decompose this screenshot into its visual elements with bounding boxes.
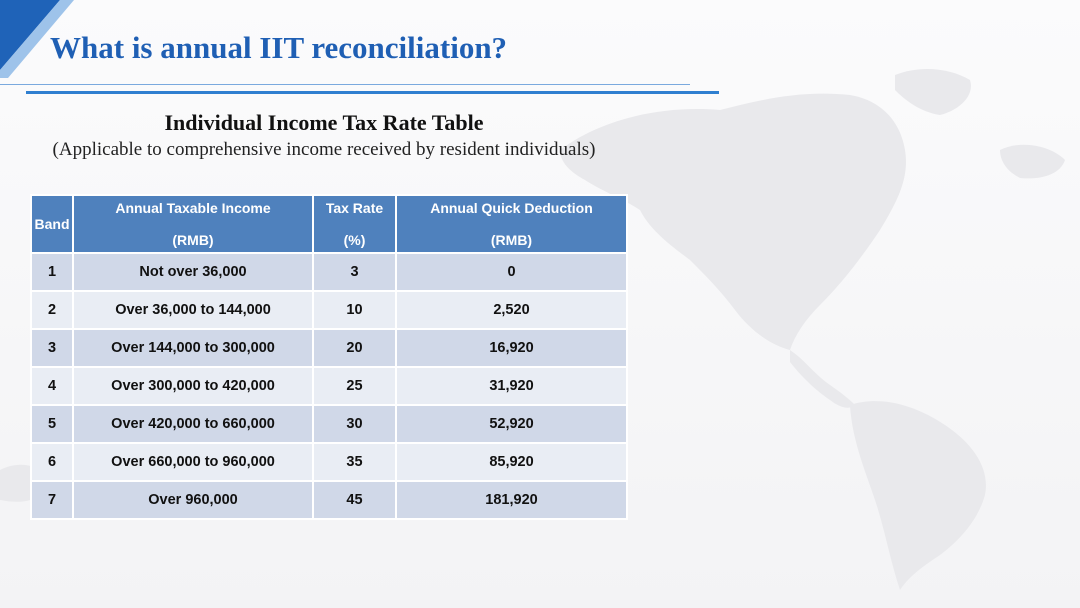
title-divider-thick — [26, 91, 719, 94]
deduction-cell: 0 — [395, 252, 628, 292]
header-income-unit: (RMB) — [172, 232, 214, 248]
table-row: 5 Over 420,000 to 660,000 30 52,920 — [30, 404, 628, 444]
table-row: 3 Over 144,000 to 300,000 20 16,920 — [30, 328, 628, 368]
band-cell: 2 — [30, 290, 74, 330]
rate-cell: 45 — [312, 480, 397, 520]
band-cell: 4 — [30, 366, 74, 406]
rate-cell: 3 — [312, 252, 397, 292]
table-row: 2 Over 36,000 to 144,000 10 2,520 — [30, 290, 628, 330]
deduction-cell: 181,920 — [395, 480, 628, 520]
table-header-row: Band Annual Taxable Income (RMB) Tax Rat… — [30, 194, 628, 254]
rate-cell: 10 — [312, 290, 397, 330]
deduction-cell: 52,920 — [395, 404, 628, 444]
header-annual-taxable-income: Annual Taxable Income (RMB) — [72, 194, 314, 254]
band-cell: 5 — [30, 404, 74, 444]
table-row: 4 Over 300,000 to 420,000 25 31,920 — [30, 366, 628, 406]
header-rate-label: Tax Rate — [325, 200, 384, 216]
slide-title: What is annual IIT reconciliation? — [50, 30, 508, 65]
title-divider-thin — [0, 84, 690, 85]
table-subtitle: (Applicable to comprehensive income rece… — [52, 139, 596, 160]
table-row: 1 Not over 36,000 3 0 — [30, 252, 628, 292]
deduction-cell: 85,920 — [395, 442, 628, 482]
band-cell: 7 — [30, 480, 74, 520]
income-cell: Over 300,000 to 420,000 — [72, 366, 314, 406]
header-income-label: Annual Taxable Income — [115, 200, 271, 216]
rate-cell: 30 — [312, 404, 397, 444]
header-band: Band — [30, 194, 74, 254]
tax-rate-table: Band Annual Taxable Income (RMB) Tax Rat… — [30, 194, 628, 520]
income-cell: Over 144,000 to 300,000 — [72, 328, 314, 368]
income-cell: Over 36,000 to 144,000 — [72, 290, 314, 330]
corner-accent — [0, 0, 74, 78]
income-cell: Over 420,000 to 660,000 — [72, 404, 314, 444]
table-row: 6 Over 660,000 to 960,000 35 85,920 — [30, 442, 628, 482]
band-cell: 3 — [30, 328, 74, 368]
deduction-cell: 16,920 — [395, 328, 628, 368]
table-row: 7 Over 960,000 45 181,920 — [30, 480, 628, 520]
header-deduction-label: Annual Quick Deduction — [430, 200, 593, 216]
header-deduction-unit: (RMB) — [490, 232, 533, 248]
deduction-cell: 2,520 — [395, 290, 628, 330]
header-annual-quick-deduction: Annual Quick Deduction (RMB) — [395, 194, 628, 254]
rate-cell: 20 — [312, 328, 397, 368]
table-title: Individual Income Tax Rate Table — [164, 110, 484, 135]
rate-cell: 35 — [312, 442, 397, 482]
income-cell: Not over 36,000 — [72, 252, 314, 292]
rate-cell: 25 — [312, 366, 397, 406]
income-cell: Over 960,000 — [72, 480, 314, 520]
band-cell: 1 — [30, 252, 74, 292]
band-cell: 6 — [30, 442, 74, 482]
header-tax-rate: Tax Rate (%) — [312, 194, 397, 254]
income-cell: Over 660,000 to 960,000 — [72, 442, 314, 482]
header-rate-unit: (%) — [343, 232, 366, 248]
deduction-cell: 31,920 — [395, 366, 628, 406]
